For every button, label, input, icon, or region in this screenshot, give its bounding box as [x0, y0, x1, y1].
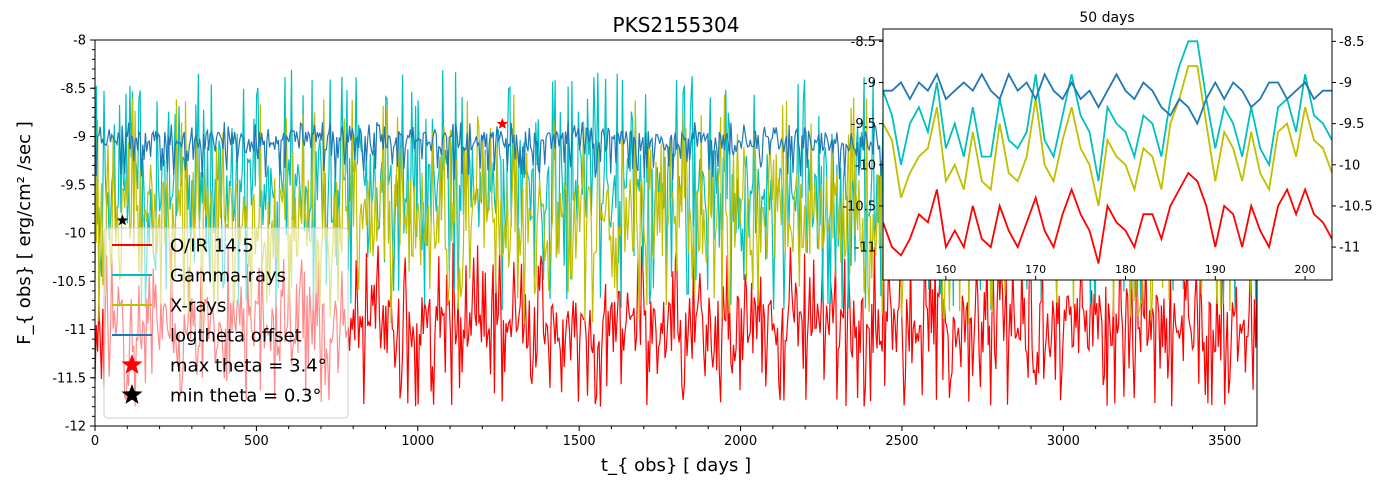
- x-tick-label: 1500: [563, 434, 596, 449]
- y-tick-label: -8.5: [61, 82, 86, 97]
- y-tick-label: -11: [65, 323, 86, 338]
- inset-plot-area: [883, 40, 1332, 264]
- inset-series-line-2: [883, 171, 1332, 264]
- x-tick-label: 2000: [724, 434, 757, 449]
- legend-star-5: [121, 384, 143, 404]
- y-tick-label: -8: [73, 34, 86, 49]
- inset-x-tick-label: 190: [1205, 263, 1226, 276]
- legend-label-4: max theta = 3.4°: [170, 356, 327, 377]
- inset-series-line-3: [883, 72, 1332, 126]
- y-tick-label: -9: [73, 130, 86, 145]
- x-tick-label: 0: [91, 434, 99, 449]
- inset-y-tick-label-right: -8.5: [1339, 35, 1364, 50]
- y-axis-label: F_{ obs} [ erg/cm² /sec ]: [14, 121, 35, 344]
- legend: O/IR 14.5 Gamma-rays X-rays logtheta offset…: [103, 227, 349, 419]
- y-tick-label: -9.5: [61, 178, 86, 193]
- inset-background: [883, 29, 1332, 280]
- marker-star-1: [116, 214, 129, 226]
- marker-star-0: [496, 118, 509, 129]
- inset-y-tick-label-right: -9.5: [1339, 117, 1364, 132]
- inset-y-tick-label-left: -10: [855, 158, 876, 173]
- inset-x-tick-label: 170: [1025, 263, 1046, 276]
- x-tick-label: 1000: [401, 434, 434, 449]
- x-tick-label: 3500: [1208, 434, 1241, 449]
- y-tick-label: -10: [65, 227, 86, 242]
- y-tick-label: -11.5: [52, 371, 86, 386]
- y-tick-label: -12: [65, 420, 86, 435]
- inset-y-tick-label-left: -10.5: [842, 199, 876, 214]
- inset-y-tick-label-right: -10.5: [1339, 199, 1373, 214]
- inset-y-tick-label-left: -8.5: [851, 35, 876, 50]
- main-x-axis: 0 500 1000 1500 2000 2500 3000 3500: [91, 426, 1241, 449]
- legend-label-2: X-rays: [170, 296, 226, 317]
- inset-series-line-0: [883, 40, 1332, 182]
- inset-x-tick-label: 180: [1115, 263, 1136, 276]
- inset-y-tick-label-right: -11: [1339, 241, 1360, 256]
- main-y-axis: -12 -11.5 -11 -10.5 -10 -9.5 -9 -8.5 -8: [52, 34, 95, 435]
- legend-label-5: min theta = 0.3°: [170, 386, 321, 407]
- legend-label-0: O/IR 14.5: [170, 236, 254, 257]
- legend-star-4: [121, 354, 143, 374]
- inset-series-line-1: [883, 65, 1332, 207]
- inset-y-tick-label-left: -9: [863, 76, 876, 91]
- legend-label-1: Gamma-rays: [170, 266, 286, 287]
- y-tick-label: -10.5: [52, 275, 86, 290]
- inset-title: 50 days: [1079, 10, 1134, 26]
- inset-x-tick-label: 200: [1295, 263, 1316, 276]
- inset-y-tick-label-right: -9: [1339, 76, 1352, 91]
- inset-y-tick-label-right: -10: [1339, 158, 1360, 173]
- chart-title: PKS2155304: [613, 13, 740, 37]
- inset-y-axis: -11 -11 -10.5 -10.5 -10 -10 -9.5 -9.5 -9 -9 -8.5 -8…: [842, 35, 1372, 256]
- x-tick-label: 3000: [1047, 434, 1080, 449]
- legend-box: [103, 227, 349, 419]
- x-tick-label: 500: [244, 434, 269, 449]
- inset-y-tick-label-left: -9.5: [851, 117, 876, 132]
- inset-axes-frame: [882, 28, 1333, 281]
- inset-y-tick-label-left: -11: [855, 241, 876, 256]
- inset-x-axis: 160 170 180 190 200: [935, 263, 1316, 280]
- legend-label-3: logtheta offset: [170, 326, 302, 347]
- main-markers: [116, 118, 509, 226]
- inset-x-tick-label: 160: [935, 263, 956, 276]
- x-tick-label: 2500: [885, 434, 918, 449]
- x-axis-label: t_{ obs} [ days ]: [601, 455, 751, 476]
